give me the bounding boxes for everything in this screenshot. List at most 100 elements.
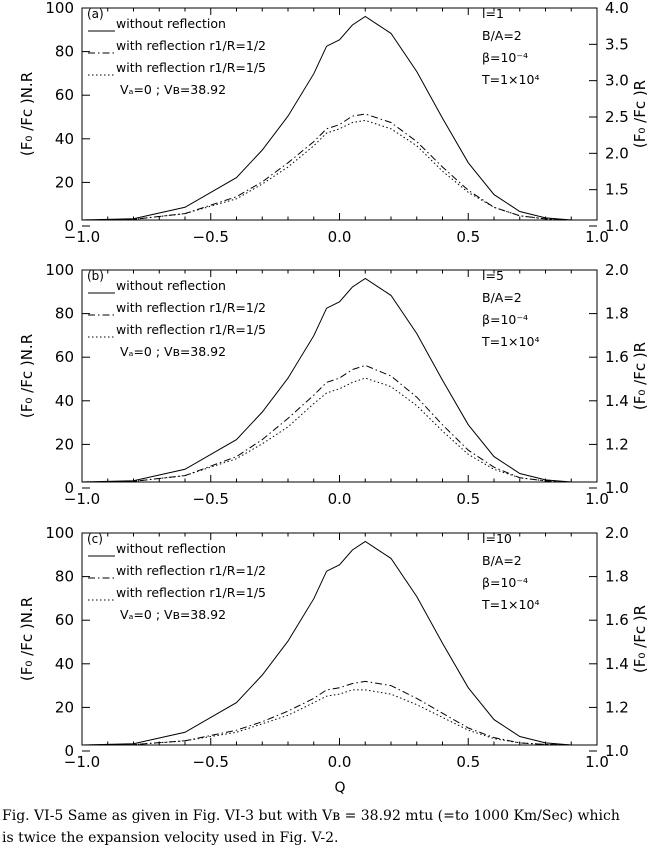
panel-label: (b)	[87, 269, 104, 283]
t-annotation: T=1×10⁴	[481, 334, 539, 349]
right-axis-title: (F₀ /Fᴄ )R	[631, 80, 649, 148]
legend-label-2: with reflection r1/R=1/2	[116, 563, 266, 578]
beta-annotation: β=10⁻⁴	[482, 575, 528, 590]
y-tick-label: 40	[55, 130, 74, 148]
x-tick-label: −1.0	[64, 753, 100, 771]
legend-label-3: with reflection r1/R=1/5	[116, 322, 266, 337]
legend-label-2: with reflection r1/R=1/2	[116, 38, 266, 53]
right-y-tick-label: 1.4	[605, 655, 629, 673]
series-line-2	[81, 364, 597, 483]
l-annotation: l=5	[482, 268, 504, 283]
right-y-tick-label: 1.6	[605, 348, 629, 366]
x-tick-label: −1.0	[64, 228, 100, 246]
y-tick-label: 80	[55, 43, 74, 61]
series-line-2	[81, 113, 597, 221]
series-line-3	[81, 377, 597, 483]
right-y-tick-label: 1.2	[605, 435, 629, 453]
x-tick-label: −1.0	[64, 490, 100, 508]
x-tick-label: −0.5	[193, 228, 229, 246]
right-y-tick-label: 1.4	[605, 392, 629, 410]
panel-label: (a)	[87, 7, 104, 21]
figure: −1.0 −0.5 0.0 0.5 1.0 0 20 40 60 80 100 1.0 1.5 2.0 2.…	[18, 0, 649, 796]
panel-2: −1.0 −0.5 0.0 0.5 1.0 0 20 40 60 80 100 1.0 1.2 1.4 1.…	[18, 261, 649, 508]
y-tick-label: 60	[55, 86, 74, 104]
right-y-tick-label: 2.5	[605, 108, 629, 126]
velocity-annotation: Vₐ=0 ; Vʙ=38.92	[120, 344, 226, 359]
series-line-1	[81, 540, 597, 746]
y-tick-label: 100	[45, 524, 74, 542]
right-y-tick-label: 2.0	[605, 524, 629, 542]
panel-3: −1.0 −0.5 0.0 0.5 1.0 0 20 40 60 80 100 1.0 1.2 1.4 1.…	[18, 524, 649, 771]
panel-label: (c)	[87, 532, 103, 546]
velocity-annotation: Vₐ=0 ; Vʙ=38.92	[120, 607, 226, 622]
series-line-3	[81, 689, 597, 746]
y-tick-label: 80	[55, 305, 74, 323]
legend-label-3: with reflection r1/R=1/5	[116, 585, 266, 600]
left-axis-title: (F₀ /Fᴄ )N.R	[18, 72, 36, 156]
left-axis-title: (F₀ /Fᴄ )N.R	[18, 597, 36, 681]
y-tick-label: 40	[55, 655, 74, 673]
right-y-tick-label: 1.0	[605, 217, 629, 235]
right-y-tick-label: 1.0	[605, 479, 629, 497]
right-y-tick-label: 1.8	[605, 305, 629, 323]
legend-label-3: with reflection r1/R=1/5	[116, 60, 266, 75]
ba-annotation: B/A=2	[482, 290, 522, 305]
right-y-tick-label: 1.8	[605, 568, 629, 586]
right-axis-title: (F₀ /Fᴄ )R	[631, 342, 649, 410]
beta-annotation: β=10⁻⁴	[482, 50, 528, 65]
x-tick-label: 0.5	[456, 490, 480, 508]
caption-line-1: Fig. VI-5 Same as given in Fig. VI-3 but…	[2, 808, 620, 824]
x-tick-label: 1.0	[585, 490, 609, 508]
right-axis-title: (F₀ /Fᴄ )R	[631, 605, 649, 673]
y-tick-label: 100	[45, 261, 74, 279]
legend-label-1: without reflection	[116, 16, 226, 31]
y-tick-label: 0	[64, 742, 74, 760]
x-tick-label: 0.5	[456, 753, 480, 771]
right-y-tick-label: 1.5	[605, 181, 629, 199]
legend-label-2: with reflection r1/R=1/2	[116, 300, 266, 315]
legend-label-1: without reflection	[116, 278, 226, 293]
right-y-tick-label: 1.0	[605, 742, 629, 760]
right-y-tick-label: 4.0	[605, 0, 629, 17]
right-y-tick-label: 2.0	[605, 144, 629, 162]
beta-annotation: β=10⁻⁴	[482, 312, 528, 327]
y-tick-label: 60	[55, 611, 74, 629]
ba-annotation: B/A=2	[482, 28, 522, 43]
left-axis-title: (F₀ /Fᴄ )N.R	[18, 334, 36, 418]
y-tick-label: 40	[55, 392, 74, 410]
legend-label-1: without reflection	[116, 541, 226, 556]
y-tick-label: 100	[45, 0, 74, 17]
t-annotation: T=1×10⁴	[481, 597, 539, 612]
ba-annotation: B/A=2	[482, 553, 522, 568]
y-tick-label: 0	[64, 217, 74, 235]
caption-line-2: is twice the expansion velocity used in …	[2, 830, 339, 846]
x-tick-label: 1.0	[585, 753, 609, 771]
x-tick-label: 0.5	[456, 228, 480, 246]
x-tick-label: −0.5	[193, 753, 229, 771]
y-tick-label: 0	[64, 479, 74, 497]
right-y-tick-label: 3.0	[605, 72, 629, 90]
l-annotation: l=10	[482, 531, 512, 546]
series-line-1	[81, 15, 597, 221]
x-tick-label: 0.0	[328, 490, 352, 508]
velocity-annotation: Vₐ=0 ; Vʙ=38.92	[120, 82, 226, 97]
x-tick-label: 1.0	[585, 228, 609, 246]
y-tick-label: 20	[55, 698, 74, 716]
x-tick-label: −0.5	[193, 490, 229, 508]
x-tick-label: 0.0	[328, 753, 352, 771]
right-y-tick-label: 1.2	[605, 698, 629, 716]
right-y-tick-label: 2.0	[605, 261, 629, 279]
series-line-2	[81, 680, 597, 746]
l-annotation: l=1	[482, 6, 504, 21]
y-tick-label: 20	[55, 435, 74, 453]
series-line-3	[81, 119, 597, 221]
x-tick-label: 0.0	[328, 228, 352, 246]
right-y-tick-label: 1.6	[605, 611, 629, 629]
x-axis-title: Q	[334, 780, 345, 796]
figure-caption: Fig. VI-5 Same as given in Fig. VI-3 but…	[2, 805, 650, 849]
y-tick-label: 60	[55, 348, 74, 366]
t-annotation: T=1×10⁴	[481, 72, 539, 87]
panel-1: −1.0 −0.5 0.0 0.5 1.0 0 20 40 60 80 100 1.0 1.5 2.0 2.…	[18, 0, 649, 246]
right-y-tick-label: 3.5	[605, 35, 629, 53]
y-tick-label: 80	[55, 568, 74, 586]
